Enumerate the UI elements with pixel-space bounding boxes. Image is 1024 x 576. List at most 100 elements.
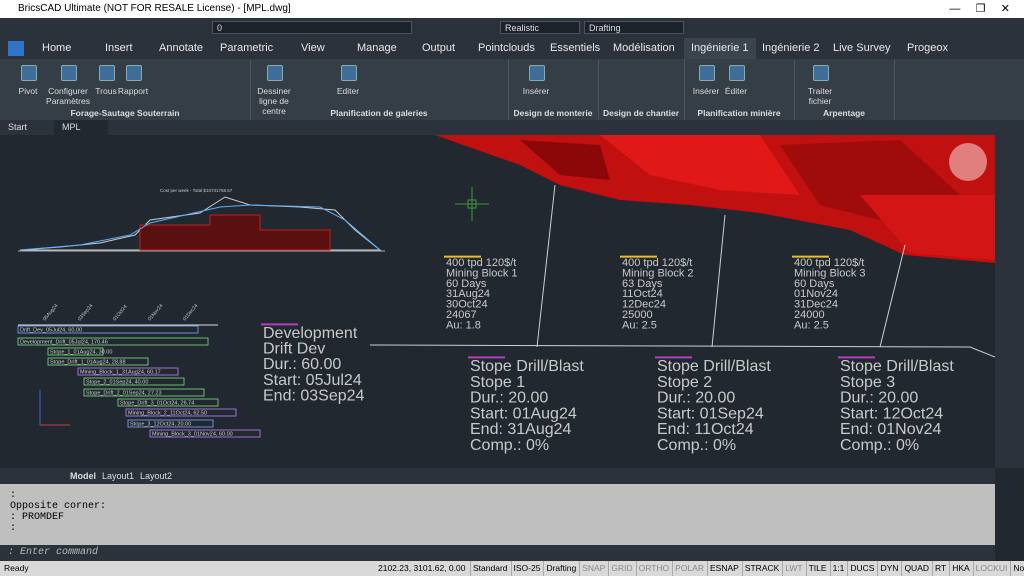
gantt-bar [83, 377, 185, 386]
ribbon-button[interactable]: Éditer [718, 65, 754, 96]
cad-text: Mining Block 1 [446, 267, 518, 279]
status-toggle[interactable]: None [1010, 561, 1024, 576]
button-icon [21, 65, 37, 81]
layout-tab[interactable]: Model [70, 471, 96, 481]
cad-text: 24000 [794, 309, 825, 321]
ribbon-tab[interactable]: Ingénierie 1 [684, 38, 756, 59]
visual-style-combo[interactable]: Realistic [500, 21, 580, 34]
ribbon-button[interactable]: Insérer [518, 65, 554, 96]
drawing-area[interactable]: Cost per week - Total $10731758.6705Aug2… [0, 135, 995, 468]
ribbon-tab[interactable]: Ingénierie 2 [762, 42, 820, 54]
ribbon-button[interactable]: Rapport [115, 65, 151, 96]
status-toggle[interactable]: LOCKUI [972, 561, 1010, 576]
status-toggle[interactable]: DUCS [847, 561, 876, 576]
cad-text: Au: 1.8 [446, 319, 481, 331]
status-toggle[interactable]: ORTHO [635, 561, 672, 576]
button-icon [529, 65, 545, 81]
cad-text: End: 03Sep24 [263, 387, 365, 404]
status-toggle[interactable]: QUAD [901, 561, 931, 576]
button-icon [341, 65, 357, 81]
ribbon-button[interactable]: Traiter fichier [802, 65, 838, 106]
workspace-combo[interactable]: Drafting [584, 21, 684, 34]
button-label: Insérer [692, 86, 720, 96]
ribbon-tab[interactable]: Pointclouds [478, 42, 535, 54]
button-label: Dessiner ligne de centre [257, 86, 291, 116]
status-toggle[interactable]: TILE [805, 561, 829, 576]
status-toggle[interactable]: ISO-25 [510, 561, 543, 576]
doc-tab[interactable]: MPL [54, 120, 108, 135]
ribbon-tab[interactable]: View [301, 42, 325, 54]
layout-tab[interactable]: Layout1 [102, 471, 135, 481]
status-toggle[interactable]: Standard [470, 561, 510, 576]
side-panel [995, 135, 1024, 468]
gantt-label: Development_Drift_05Jul24, 170.46 [20, 340, 108, 346]
button-icon [126, 65, 142, 81]
ribbon-tab[interactable]: Essentiels [550, 42, 601, 54]
status-toggle[interactable]: LWT [782, 561, 804, 576]
cad-text: Comp.: 0% [657, 437, 736, 454]
window-controls[interactable]: — ❐ ✕ [949, 3, 1010, 15]
panel-title: Arpentage [822, 108, 866, 118]
button-icon [699, 65, 715, 81]
gantt-label: Drift_Dev_05Jul24, 60.00 [20, 328, 82, 334]
ribbon-button[interactable]: Trous [88, 65, 124, 96]
command-line: : [10, 490, 17, 501]
status-toggle[interactable]: STRACK [741, 561, 781, 576]
ribbon-tab[interactable]: Output [422, 42, 456, 54]
status-toggle[interactable]: ESNAP [706, 561, 741, 576]
ribbon-tab[interactable]: Progeox [907, 42, 948, 54]
cad-text: 400 tpd 120$/t [446, 257, 516, 269]
gantt-label: Stope_1_01Aug24, 30.00 [50, 350, 112, 356]
document-tabs: Start MPL [0, 120, 1024, 135]
ribbon-panel: Design de monterie Insérer [508, 59, 599, 120]
layout-tab[interactable]: Layout2 [140, 471, 173, 481]
panel-title: Design de monterie [513, 108, 593, 118]
ribbon-button[interactable]: Insérer [688, 65, 724, 96]
status-toggle[interactable]: Drafting [543, 561, 578, 576]
status-toggle[interactable]: 1:1 [829, 561, 847, 576]
ribbon-button[interactable]: Configurer Paramètres [38, 65, 98, 106]
gantt-label: Mining_Block_2_11Oct24, 62.50 [128, 411, 207, 417]
cad-text: 31Dec24 [794, 299, 838, 311]
ribbon-tab[interactable]: Live Survey [833, 42, 891, 54]
gantt-bar [47, 357, 149, 366]
cad-text: Dur.: 20.00 [840, 390, 918, 407]
ribbon-tab[interactable]: Annotate [159, 42, 204, 54]
ribbon-tab[interactable]: Home [42, 42, 72, 54]
gantt-label: Stope_2_01Sep24, 40.00 [86, 380, 148, 386]
cad-text: 31Aug24 [446, 288, 490, 300]
doc-tab[interactable]: Start [8, 122, 28, 132]
gantt-label: Mining_Block_1_31Aug24, 60.17 [80, 370, 161, 376]
mesh [435, 135, 995, 263]
status-toggle[interactable]: DYN [877, 561, 900, 576]
ribbon-tab[interactable]: Parametric [220, 42, 274, 54]
coordinates: 2102.23, 3101.62, 0.00 [378, 563, 466, 573]
ribbon-tabs: Home Insert Annotate Parametric View Manage Ou… [0, 38, 1024, 59]
status-toggle[interactable]: SNAP [579, 561, 607, 576]
layer-combo[interactable]: 0 [212, 21, 412, 34]
ribbon-tab[interactable]: Manage [357, 42, 397, 54]
command-prompt[interactable]: : Enter command [0, 545, 995, 561]
gantt-label: Stope_Drift_2_01Sep24, 27.23 [86, 391, 162, 397]
gantt-bar [17, 325, 199, 334]
gantt-label: Mining_Block_3_01Nov24, 60.00 [152, 432, 233, 438]
cad-text: Start: 05Jul24 [263, 372, 362, 389]
status-toggle[interactable]: POLAR [672, 561, 706, 576]
status-toggle[interactable]: RT [932, 561, 948, 576]
button-label: Configurer Paramètres [46, 86, 90, 106]
ribbon-button[interactable]: Editer [318, 65, 378, 96]
cad-text: Au: 2.5 [794, 319, 829, 331]
app-menu[interactable] [8, 41, 24, 56]
ribbon-tab[interactable]: Modélisation [613, 42, 675, 54]
cad-text: Dur.: 60.00 [263, 356, 341, 373]
ribbon-button[interactable]: Pivot [10, 65, 46, 96]
ribbon-tab[interactable]: Insert [105, 42, 133, 54]
cad-text: Comp.: 0% [840, 437, 919, 454]
gantt-bar [77, 367, 179, 376]
status-toggle[interactable]: GRID [608, 561, 634, 576]
ribbon-button[interactable]: Dessiner ligne de centre [256, 65, 292, 116]
layout-tabs: Model Layout1 Layout2 [0, 468, 995, 484]
ribbon: Forage-Sautage Souterrain Pivot Configurer… [0, 59, 1024, 120]
status-toggle[interactable]: HKA [949, 561, 971, 576]
